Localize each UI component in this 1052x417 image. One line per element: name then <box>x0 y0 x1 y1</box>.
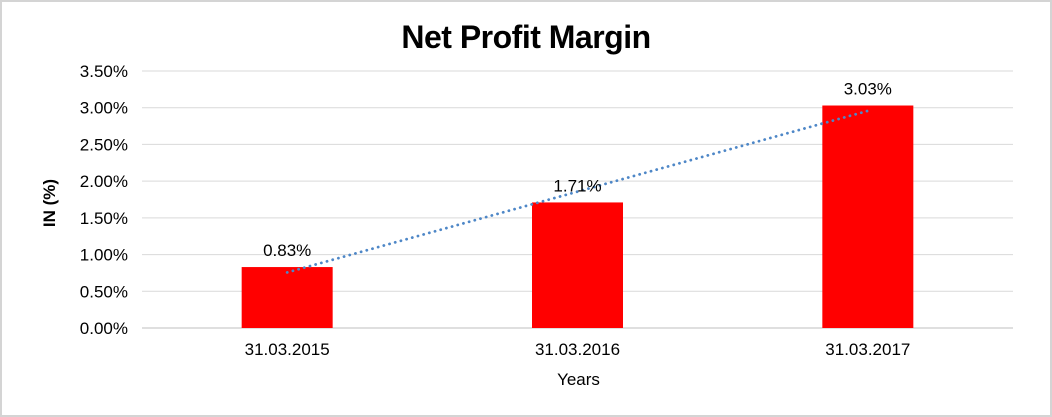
data-label: 3.03% <box>844 80 892 99</box>
data-label: 1.71% <box>553 176 601 195</box>
y-tick-label: 0.00% <box>80 319 128 338</box>
data-label: 0.83% <box>263 241 311 260</box>
x-tick-label: 31.03.2015 <box>245 340 330 359</box>
y-tick-label: 0.50% <box>80 282 128 301</box>
trendline <box>285 109 870 274</box>
y-tick-labels: 0.00% 0.50% 1.00% 1.50% 2.00% 2.50% 3.00% 3.50% <box>80 62 128 338</box>
data-labels: 0.83% 1.71% 3.03% <box>263 80 892 261</box>
y-tick-label: 2.00% <box>80 172 128 191</box>
bar-31.03.2017 <box>822 105 914 328</box>
bar-series <box>241 105 914 328</box>
y-tick-label: 3.00% <box>80 99 128 118</box>
x-tick-label: 31.03.2017 <box>825 340 910 359</box>
bar-31.03.2016 <box>532 202 623 328</box>
y-tick-label: 1.50% <box>80 209 128 228</box>
y-tick-label: 1.00% <box>80 246 128 265</box>
chart-title: Net Profit Margin <box>401 19 651 55</box>
bar-31.03.2015 <box>241 267 333 328</box>
y-tick-label: 3.50% <box>80 62 128 81</box>
x-tick-labels: 31.03.2015 31.03.2016 31.03.2017 <box>245 340 911 359</box>
x-tick-label: 31.03.2016 <box>535 340 620 359</box>
y-tick-label: 2.50% <box>80 135 128 154</box>
x-axis-title: Years <box>557 370 600 389</box>
